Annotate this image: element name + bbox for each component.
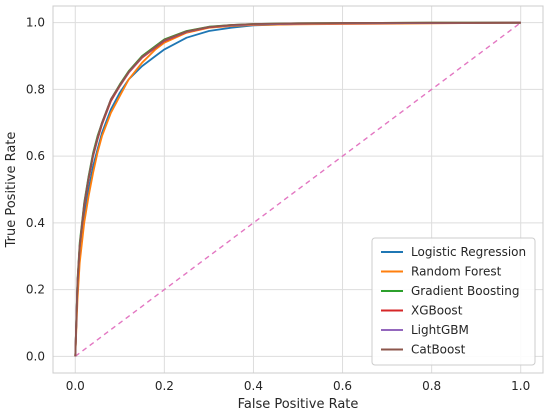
- series-group: [74, 21, 521, 357]
- x-tick-label: 0.8: [422, 379, 441, 393]
- legend-label: XGBoost: [411, 304, 463, 318]
- y-tick-label: 0.4: [26, 216, 45, 230]
- y-tick-label: 0.8: [26, 82, 45, 96]
- y-tick-label: 1.0: [26, 16, 45, 30]
- x-tick-label: 0.4: [244, 379, 263, 393]
- legend-label: Logistic Regression: [411, 245, 526, 259]
- x-tick-label: 0.2: [155, 379, 174, 393]
- x-tick-label: 1.0: [511, 379, 530, 393]
- y-axis-title: True Positive Rate: [4, 132, 19, 249]
- plot-frame: [52, 5, 544, 374]
- x-tick-labels: 0.0 0.2 0.4 0.6 0.8 1.0: [66, 379, 531, 393]
- legend-label: CatBoost: [411, 343, 466, 357]
- x-tick-label: 0.0: [66, 379, 85, 393]
- reference-line-group: [74, 22, 522, 357]
- x-axis-title: False Positive Rate: [238, 397, 359, 412]
- y-tick-label: 0.6: [26, 149, 45, 163]
- legend-box: [371, 237, 536, 366]
- y-tick-label: 0.2: [26, 283, 45, 297]
- x-tick-label: 0.6: [333, 379, 352, 393]
- legend: Logistic Regression Random Forest Gradient…: [371, 237, 536, 366]
- reference-line: [74, 22, 522, 357]
- legend-label: Random Forest: [411, 265, 502, 279]
- y-tick-labels: 0.0 0.2 0.4 0.6 0.8 1.0: [26, 16, 45, 364]
- legend-label: LightGBM: [411, 323, 469, 337]
- grid: [53, 6, 543, 373]
- series-line-catboost: [74, 21, 521, 357]
- legend-label: Gradient Boosting: [411, 284, 519, 298]
- y-tick-label: 0.0: [26, 349, 45, 363]
